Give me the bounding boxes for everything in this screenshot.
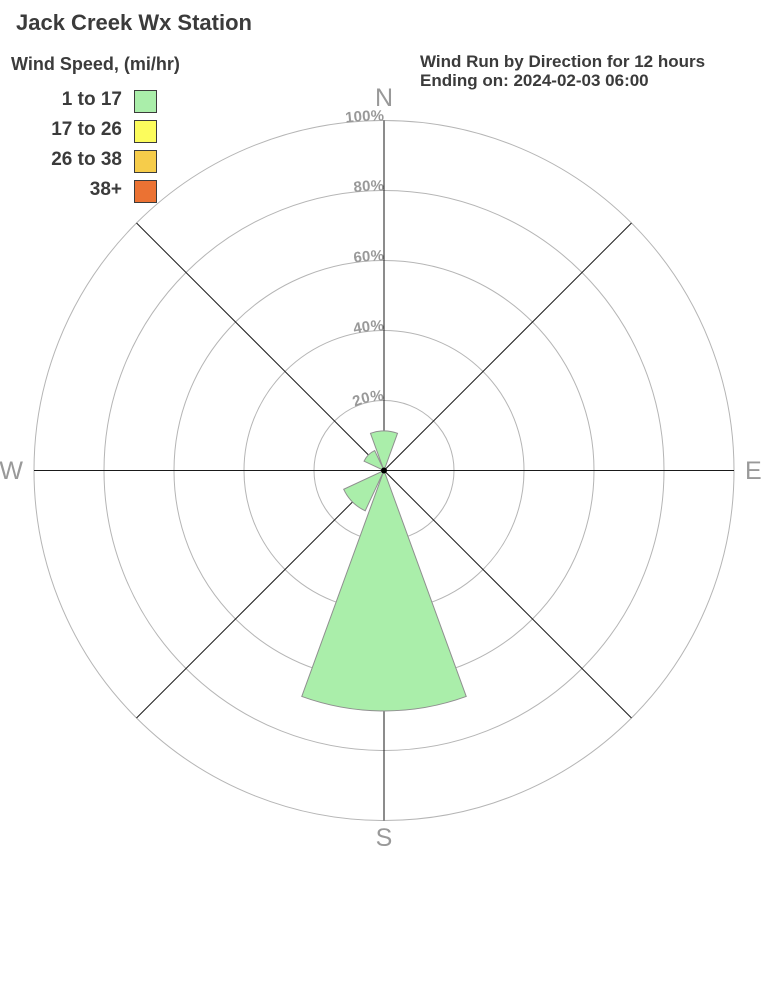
- svg-text:N: N: [375, 84, 393, 112]
- svg-text:80%: 80%: [353, 177, 384, 196]
- svg-text:S: S: [376, 824, 393, 852]
- svg-text:W: W: [0, 457, 23, 485]
- svg-text:20%: 20%: [350, 387, 384, 410]
- svg-text:E: E: [745, 457, 762, 485]
- svg-text:60%: 60%: [352, 247, 384, 266]
- svg-text:40%: 40%: [352, 317, 384, 337]
